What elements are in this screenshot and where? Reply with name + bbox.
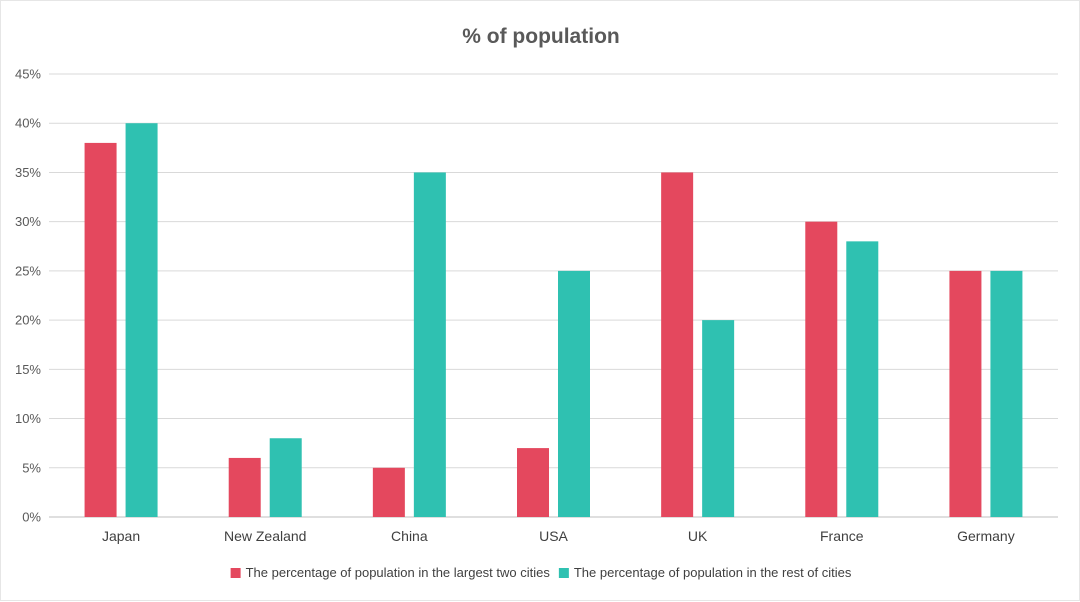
- bar-germany-series-2: [990, 270, 1023, 517]
- y-axis-ticks: 0% 5% 10% 15% 20% 25% 30% 35% 40% 45%: [15, 67, 41, 525]
- y-tick-label: 35%: [15, 165, 41, 180]
- bar-usa-series-2: [558, 270, 590, 517]
- x-axis-ticks: Japan New Zealand China USA UK France Germany: [102, 528, 1015, 544]
- y-tick-label: 30%: [15, 214, 41, 229]
- x-tick-label: UK: [688, 528, 708, 544]
- y-tick-label: 5%: [22, 460, 41, 475]
- legend-swatch: [230, 568, 241, 578]
- bars: [84, 123, 1023, 517]
- x-tick-label: Japan: [102, 528, 140, 544]
- chart-title: % of population: [462, 25, 619, 48]
- bar-germany-series-1: [949, 270, 982, 517]
- bar-france-series-1: [805, 221, 838, 517]
- y-tick-label: 25%: [15, 263, 41, 278]
- legend-label: The percentage of population in the larg…: [246, 565, 551, 580]
- y-tick-label: 40%: [15, 116, 41, 131]
- bar-new-zealand-series-1: [228, 457, 261, 517]
- y-tick-label: 15%: [15, 362, 41, 377]
- x-tick-label: France: [820, 528, 864, 544]
- x-tick-label: USA: [539, 528, 568, 544]
- x-tick-label: Germany: [957, 528, 1015, 544]
- y-tick-label: 10%: [15, 411, 41, 426]
- y-tick-label: 0%: [22, 510, 41, 525]
- bar-japan-series-1: [84, 142, 117, 517]
- bar-new-zealand-series-2: [269, 438, 302, 517]
- legend-item-1: The percentage of population in the larg…: [230, 565, 551, 580]
- bar-france-series-2: [846, 241, 879, 517]
- bar-china-series-2: [413, 172, 446, 517]
- y-tick-label: 20%: [15, 313, 41, 328]
- legend: The percentage of population in the larg…: [230, 565, 852, 580]
- y-tick-label: 45%: [15, 67, 41, 82]
- bar-uk-series-1: [661, 172, 694, 517]
- legend-swatch: [558, 568, 569, 578]
- gridlines: [49, 73, 1058, 518]
- x-tick-label: New Zealand: [224, 528, 307, 544]
- legend-item-2: The percentage of population in the rest…: [558, 565, 852, 580]
- bar-uk-series-2: [702, 320, 735, 517]
- bar-china-series-1: [372, 467, 405, 517]
- bar-usa-series-1: [517, 448, 549, 517]
- legend-label: The percentage of population in the rest…: [574, 565, 852, 580]
- x-tick-label: China: [391, 528, 428, 544]
- bar-japan-series-2: [125, 123, 158, 517]
